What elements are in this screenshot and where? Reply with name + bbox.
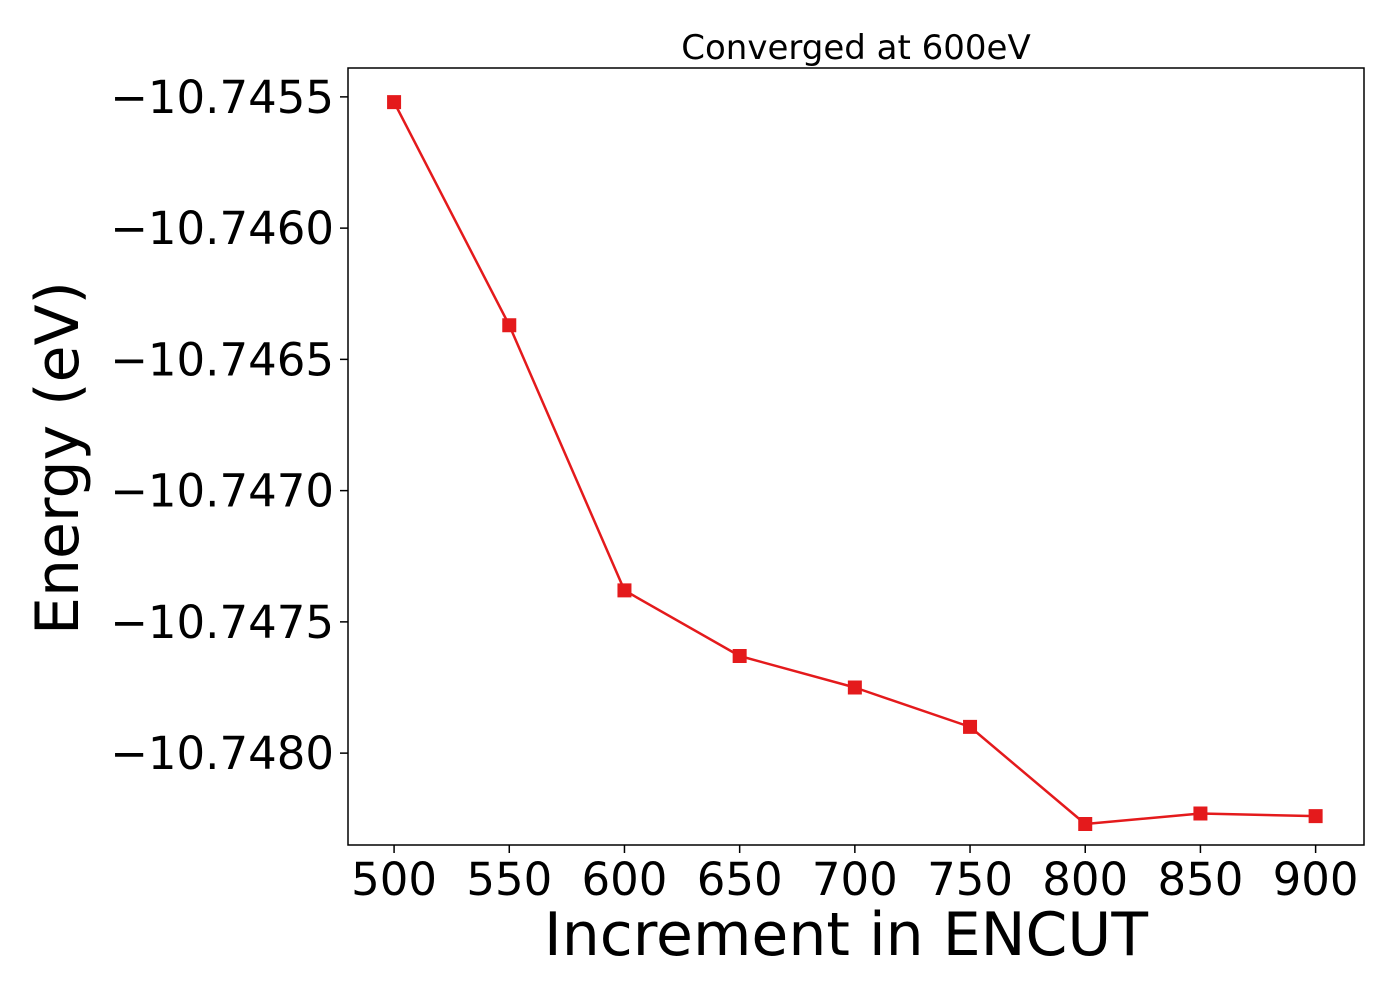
x-tick-label: 800 <box>1042 853 1128 906</box>
data-point-marker <box>387 95 402 110</box>
y-tick-label: −10.7455 <box>110 71 334 124</box>
data-point-marker <box>1308 809 1323 824</box>
data-point-marker <box>502 318 517 333</box>
series-layer <box>387 95 1323 831</box>
y-tick-label: −10.7460 <box>110 202 334 255</box>
y-axis-ticks: −10.7455 −10.7460 −10.7465 −10.7470 −10.7475… <box>110 71 348 780</box>
x-tick-label: 650 <box>697 853 783 906</box>
y-tick-label: −10.7475 <box>110 596 334 649</box>
data-point-marker <box>617 583 632 598</box>
data-point-marker <box>1193 806 1208 821</box>
x-tick-label: 600 <box>582 853 668 906</box>
y-tick-label: −10.7465 <box>110 333 334 386</box>
x-tick-label: 850 <box>1157 853 1243 906</box>
x-tick-label: 500 <box>351 853 437 906</box>
data-point-marker <box>732 649 747 663</box>
x-axis-title: Increment in ENCUT <box>544 900 1148 970</box>
plot-frame <box>347 67 1365 846</box>
x-tick-label: 700 <box>812 853 898 906</box>
x-tick-label: 550 <box>466 853 552 906</box>
x-tick-label: 900 <box>1273 853 1359 906</box>
y-tick-label: −10.7470 <box>110 465 334 518</box>
data-point-marker <box>1078 817 1093 831</box>
y-tick-label: −10.7480 <box>110 727 334 780</box>
x-axis-ticks: 500 550 600 650 700 750 800 850 900 <box>351 845 1359 906</box>
chart-title: Converged at 600eV <box>681 28 1030 68</box>
data-point-marker <box>847 680 862 695</box>
x-tick-label: 750 <box>927 853 1013 906</box>
data-point-marker <box>963 719 978 734</box>
y-axis-title: Energy (eV) <box>23 281 93 635</box>
